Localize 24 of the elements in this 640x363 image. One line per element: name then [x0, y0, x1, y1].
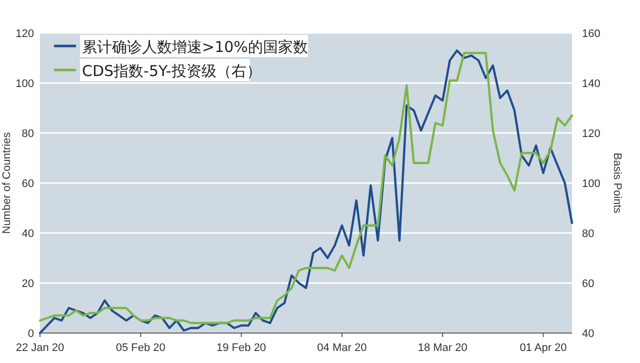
legend-label: CDS指数-5Y-投资级（右）	[82, 62, 262, 80]
y2-tick-label: 60	[582, 278, 594, 290]
y2-tick-label: 120	[582, 128, 600, 140]
x-tick-label: 19 Feb 20	[216, 342, 266, 354]
y-tick-label: 100	[16, 78, 34, 90]
y2-tick-label: 100	[582, 178, 600, 190]
y-tick-label: 20	[22, 278, 34, 290]
y2-tick-label: 40	[582, 328, 594, 340]
y2-axis-title: Basis Points	[611, 152, 623, 214]
y2-tick-label: 140	[582, 78, 600, 90]
x-tick-label: 05 Feb 20	[116, 342, 166, 354]
x-tick-label: 04 Mar 20	[317, 342, 367, 354]
x-tick-label: 22 Jan 20	[16, 342, 64, 354]
x-tick-label: 01 Apr 20	[520, 342, 567, 354]
y-tick-label: 0	[28, 328, 34, 340]
legend-label: 累计确诊人数增速>10%的国家数	[82, 38, 308, 56]
y-tick-label: 80	[22, 128, 34, 140]
y-tick-label: 60	[22, 178, 34, 190]
y-tick-label: 120	[16, 28, 34, 40]
x-tick-label: 18 Mar 20	[418, 342, 468, 354]
y-axis-title: Number of Countries	[1, 132, 13, 234]
y2-tick-label: 160	[582, 28, 600, 40]
y-tick-label: 40	[22, 228, 34, 240]
y2-tick-label: 80	[582, 228, 594, 240]
